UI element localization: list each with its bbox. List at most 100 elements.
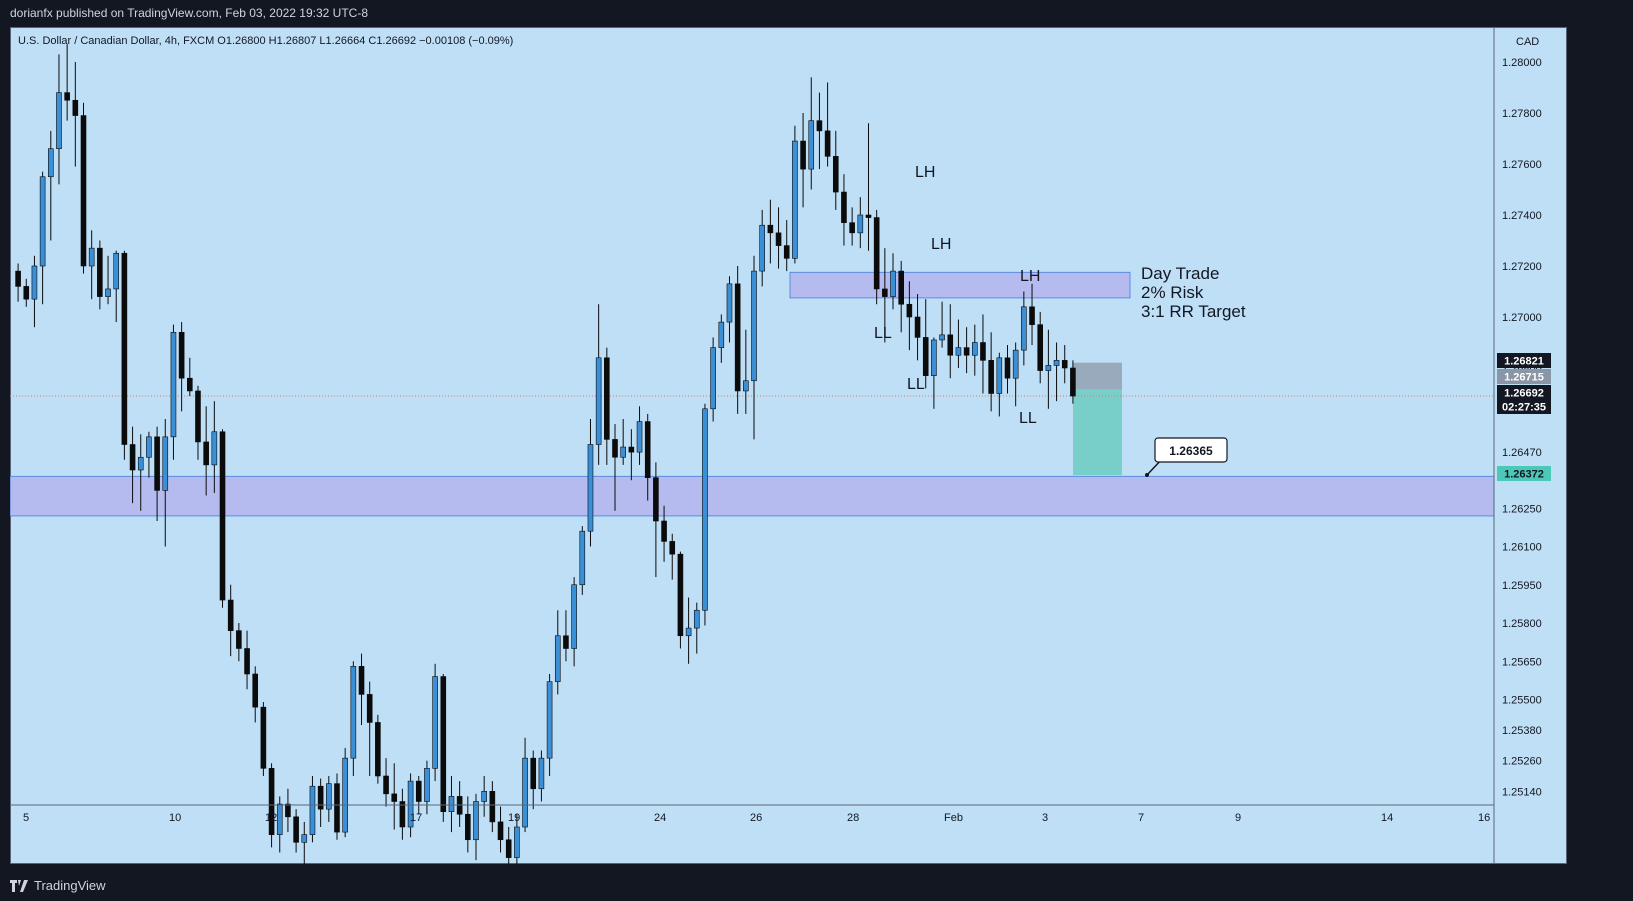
swing-label-ll: LL xyxy=(1019,410,1037,427)
y-tick-label: 1.25140 xyxy=(1502,786,1542,798)
candle-body xyxy=(710,347,716,410)
candle-body xyxy=(947,334,954,356)
y-tick-label: 1.28000 xyxy=(1502,57,1542,69)
candle xyxy=(219,429,226,608)
candle-body xyxy=(579,530,586,586)
y-tick-label: 1.25260 xyxy=(1502,756,1542,768)
y-tick-label: 1.26250 xyxy=(1502,503,1542,515)
candle-body xyxy=(530,757,537,790)
candle xyxy=(1061,345,1068,384)
candle-body xyxy=(604,357,610,440)
price-label-text: 02:27:35 xyxy=(1502,402,1546,414)
candle xyxy=(326,776,332,822)
candle xyxy=(898,260,904,333)
candle-body xyxy=(334,783,340,833)
candle-body xyxy=(505,839,512,858)
candle xyxy=(178,322,185,412)
candle-body xyxy=(105,288,111,297)
candle-body xyxy=(268,768,275,835)
candle-body xyxy=(620,446,626,458)
price-axis-label: 1.26372 xyxy=(1497,466,1551,481)
price-label-bg xyxy=(1497,353,1551,368)
candle-body xyxy=(587,444,594,532)
candle-body xyxy=(1053,360,1060,366)
candle-body xyxy=(1012,349,1019,379)
candle-body xyxy=(1037,324,1044,371)
candle-body xyxy=(252,673,259,708)
candle-body xyxy=(448,796,455,813)
candle xyxy=(734,266,741,414)
candle xyxy=(113,250,120,323)
candle xyxy=(97,240,103,310)
candle xyxy=(236,623,242,662)
candle xyxy=(775,207,782,269)
candle xyxy=(170,324,177,460)
candle-body xyxy=(808,120,815,170)
candle xyxy=(1070,360,1076,404)
x-tick-label: 9 xyxy=(1235,812,1241,824)
x-axis: 5 10 12 17 19 24 26 28 Feb 3 7 9 14 16 xyxy=(23,812,1490,824)
candle xyxy=(1021,291,1027,366)
candle xyxy=(203,406,209,496)
candle-body xyxy=(988,360,994,394)
y-tick-label: 1.27200 xyxy=(1502,261,1542,273)
candles-layer xyxy=(15,44,1076,864)
candle xyxy=(882,248,888,343)
candle-body xyxy=(841,191,847,223)
candle-body xyxy=(849,222,855,234)
candle xyxy=(636,406,643,465)
candle-body xyxy=(653,477,659,522)
y-tick-label: 1.25500 xyxy=(1502,695,1542,707)
candle xyxy=(473,793,479,861)
trade-note-line: 2% Risk xyxy=(1141,283,1204,302)
candle-body xyxy=(432,676,438,769)
candle xyxy=(644,413,651,501)
candle-body xyxy=(350,666,357,759)
candle-body xyxy=(31,265,38,300)
candle-body xyxy=(514,826,520,858)
price-label-bg xyxy=(1497,385,1551,400)
candle-body xyxy=(391,793,398,802)
candle xyxy=(358,653,365,725)
zone-support xyxy=(10,475,1495,517)
candle xyxy=(849,207,855,246)
candle-body xyxy=(473,801,479,841)
candle-body xyxy=(661,520,667,542)
candle xyxy=(276,796,283,853)
candle-body xyxy=(293,816,299,843)
candle xyxy=(873,209,880,305)
candle xyxy=(841,174,847,246)
candle xyxy=(391,763,398,830)
candle-body xyxy=(219,431,226,601)
candle xyxy=(72,62,79,167)
candle-body xyxy=(301,834,308,843)
candle-body xyxy=(824,130,831,157)
candle xyxy=(39,171,46,305)
tradingview-logo-icon xyxy=(10,879,28,892)
candle-body xyxy=(489,790,496,823)
candle-body xyxy=(718,321,725,348)
candle xyxy=(31,255,38,328)
candle xyxy=(244,630,250,690)
candle xyxy=(669,533,676,580)
price-axis-label: 1.26715 xyxy=(1497,369,1551,384)
candle xyxy=(595,304,602,465)
stop-zone xyxy=(1073,362,1122,390)
candle-body xyxy=(121,252,128,445)
candle xyxy=(857,197,864,249)
tradingview-brand[interactable]: TradingView xyxy=(10,878,106,893)
candle-body xyxy=(922,337,929,376)
x-tick-label: 28 xyxy=(847,812,859,824)
price-chart[interactable]: 1.28000 1.27800 1.27600 1.27400 1.27200 1.270… xyxy=(10,27,1567,864)
x-tick-label: 5 xyxy=(23,812,29,824)
candle-body xyxy=(963,347,970,356)
candle xyxy=(546,674,553,776)
candle xyxy=(497,806,504,853)
y-tick-label: 1.27800 xyxy=(1502,108,1542,120)
price-label-text: 1.26715 xyxy=(1504,372,1544,384)
candle xyxy=(980,314,986,394)
candle-body xyxy=(211,431,218,466)
candle xyxy=(350,661,357,776)
swing-label-ll: LL xyxy=(874,325,892,342)
candle-body xyxy=(644,421,651,478)
